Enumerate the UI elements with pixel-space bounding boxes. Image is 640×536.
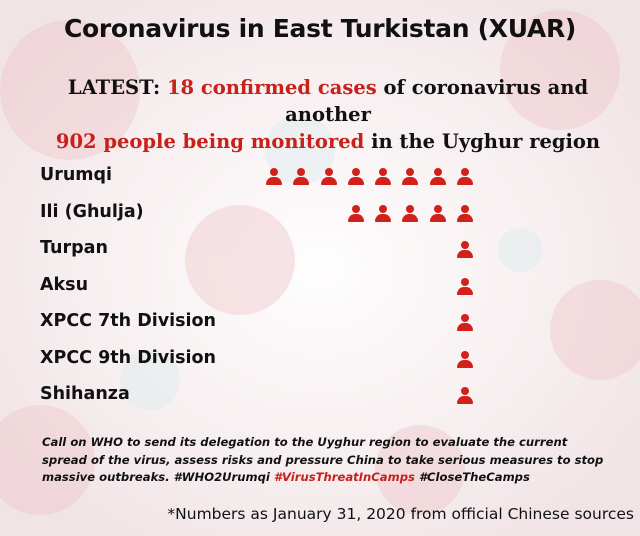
person-icon bbox=[456, 277, 474, 296]
person-icon bbox=[292, 168, 310, 186]
latest-suffix: in the Uyghur region bbox=[371, 130, 601, 153]
call-to-action: Call on WHO to send its delegation to th… bbox=[42, 434, 612, 487]
pictograph-chart: Urumqi Ili (Ghulja) Turpan Aksu XPCC 7th Div… bbox=[0, 160, 640, 420]
person-icon bbox=[456, 314, 474, 332]
latest-prefix: LATEST: bbox=[67, 76, 161, 99]
latest-middle: of coronavirus and another bbox=[285, 76, 589, 126]
source-note: *Numbers as January 31, 2020 from offici… bbox=[167, 505, 634, 523]
call-text: Call on WHO to send its delegation to th… bbox=[42, 435, 604, 484]
person-icon bbox=[456, 241, 474, 259]
person-icon bbox=[456, 387, 474, 405]
latest-summary: LATEST: 18 confirmed cases of coronaviru… bbox=[28, 74, 628, 155]
person-icon bbox=[347, 204, 365, 223]
monitored-text: 902 people being monitored bbox=[55, 130, 365, 153]
person-icon bbox=[456, 204, 474, 223]
row-label: XPCC 7th Division bbox=[40, 311, 217, 331]
row-label: Aksu bbox=[40, 274, 89, 295]
person-icon bbox=[265, 168, 283, 186]
person-icon bbox=[429, 168, 447, 186]
hashtag-close-camps: #CloseTheCamps bbox=[418, 470, 530, 484]
row-label: Urumqi bbox=[40, 165, 113, 185]
person-icon bbox=[374, 168, 392, 186]
confirmed-cases-text: 18 confirmed cases bbox=[166, 76, 377, 99]
person-icon bbox=[456, 350, 474, 369]
person-icon bbox=[374, 204, 392, 223]
person-icon bbox=[429, 204, 447, 223]
row-label: XPCC 9th Division bbox=[40, 347, 217, 368]
person-icon bbox=[456, 168, 474, 186]
person-icon bbox=[320, 168, 338, 186]
person-icon bbox=[347, 168, 365, 186]
person-icon bbox=[401, 204, 419, 223]
row-label: Turpan bbox=[40, 238, 108, 258]
hashtag-virus-threat: #VirusThreatInCamps bbox=[273, 470, 415, 484]
page-title: Coronavirus in East Turkistan (XUAR) bbox=[63, 14, 577, 43]
row-label: Ili (Ghulja) bbox=[40, 201, 144, 222]
row-label: Shihanza bbox=[40, 384, 130, 404]
person-icon bbox=[401, 168, 419, 186]
